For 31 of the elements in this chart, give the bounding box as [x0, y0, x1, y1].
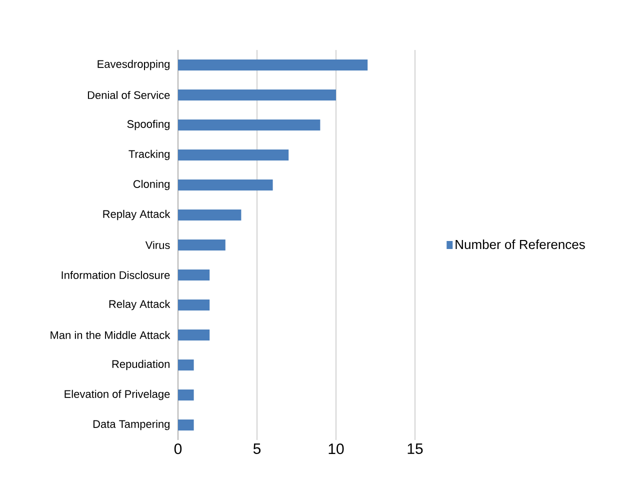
y-tick-label: Denial of Service — [88, 90, 170, 100]
y-tick-label: Spoofing — [127, 120, 170, 130]
bar — [178, 209, 242, 220]
x-tick-label: 15 — [408, 444, 423, 454]
y-tick-label: Relay Attack — [109, 300, 170, 310]
y-tick-label: Cloning — [133, 180, 170, 190]
y-tick-label: Replay Attack — [103, 210, 170, 220]
bar — [178, 389, 194, 400]
y-tick-label: Information Disclosure — [62, 270, 170, 280]
y-tick-label: Elevation of Privelage — [64, 390, 170, 400]
x-tick-label: 5 — [253, 444, 261, 454]
y-tick-label: Virus — [145, 240, 170, 250]
bar — [178, 239, 226, 250]
legend-label: Number of References — [456, 240, 585, 250]
x-tick-label: 10 — [328, 444, 344, 454]
bar — [178, 60, 368, 70]
bar — [178, 90, 336, 100]
bar — [178, 119, 320, 130]
y-tick-label: Man in the Middle Attack — [50, 330, 170, 340]
bar — [178, 269, 210, 280]
bar — [178, 179, 273, 190]
y-tick-label: Eavesdropping — [98, 60, 170, 70]
bar — [178, 419, 194, 430]
bar — [178, 150, 289, 160]
bar — [178, 359, 194, 370]
bar — [178, 299, 210, 310]
x-tick-label: 0 — [174, 444, 182, 454]
y-tick-label: Data Tampering — [93, 420, 170, 430]
y-tick-label: Tracking — [128, 150, 170, 160]
bar — [178, 329, 210, 340]
y-tick-label: Repudiation — [112, 360, 170, 370]
